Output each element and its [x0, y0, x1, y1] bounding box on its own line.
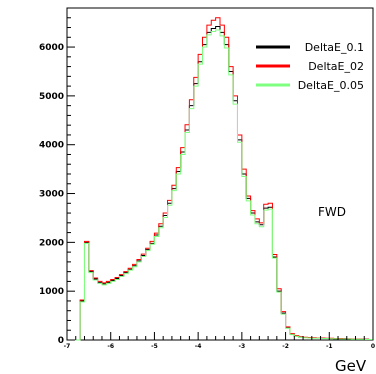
- y-tick-label: 2000: [39, 238, 64, 248]
- x-tick-label: -4: [195, 343, 202, 350]
- series-line-3: [67, 29, 373, 341]
- y-tick-label: 3000: [39, 190, 64, 200]
- plot-frame: [66, 7, 374, 341]
- y-tick-label: 5000: [39, 92, 64, 102]
- axis-layer: 0 1000 2000 3000 4000 5000 6000 -7 -6 -5 -4 -3 -2 -1 0: [39, 7, 375, 350]
- legend-label-1: DeltaE_0.1: [305, 41, 364, 54]
- y-tick-label: 1000: [39, 287, 64, 297]
- y-tick-label: 0: [58, 336, 64, 346]
- x-tick-label: -6: [107, 343, 114, 350]
- x-tick-label: 0: [371, 343, 375, 350]
- x-tick-label: -3: [239, 343, 246, 350]
- y-tick-label: 4000: [39, 141, 64, 151]
- x-tick-label: -7: [64, 343, 71, 350]
- fwd-annotation: FWD: [318, 205, 346, 219]
- x-tick-label: -2: [282, 343, 289, 350]
- legend-label-3: DeltaE_0.05: [298, 79, 364, 92]
- x-tick-label: -5: [151, 343, 158, 350]
- legend-label-2: DeltaE_02: [308, 60, 364, 73]
- x-tick-label: -1: [326, 343, 333, 350]
- legend: DeltaE_0.1 DeltaE_02 DeltaE_0.05: [256, 41, 364, 92]
- y-tick-label: 6000: [39, 43, 64, 53]
- x-axis-unit-label: GeV: [335, 357, 367, 374]
